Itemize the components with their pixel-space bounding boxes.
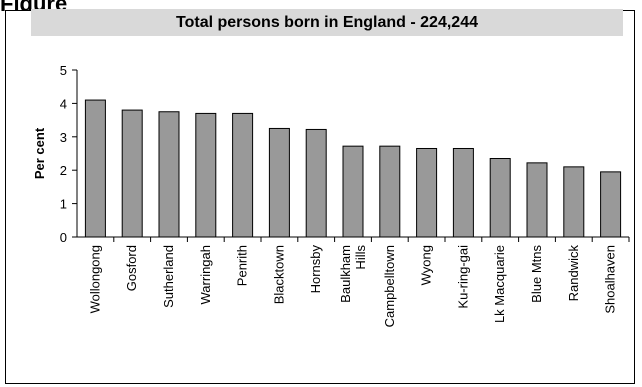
x-tick-label: Hornsby	[308, 245, 323, 294]
x-tick-label: Randwick	[566, 245, 581, 302]
x-tick-label: Wyong	[419, 245, 434, 285]
chart-title: Total persons born in England - 224,244	[31, 9, 623, 36]
bar	[379, 145, 401, 238]
bar	[158, 111, 180, 238]
bar	[342, 145, 364, 238]
y-axis-label: Per cent	[32, 127, 47, 179]
bar	[232, 112, 254, 238]
x-tick-label: Lk Macquarie	[492, 245, 507, 323]
bar	[452, 147, 474, 238]
bar	[121, 109, 143, 238]
x-tick-label: Sutherland	[161, 245, 176, 308]
bar	[563, 166, 585, 238]
x-tick-label: Blue Mtns	[529, 245, 544, 303]
x-tick-label: BaulkhamHills	[338, 245, 368, 303]
x-tick-label: Campbelltown	[382, 245, 397, 327]
x-tick-label: Warringah	[198, 245, 213, 304]
bar	[489, 158, 511, 238]
y-tick-label: 1	[60, 197, 67, 212]
x-tick-label: Wollongong	[87, 245, 102, 313]
x-tick-label: Blacktown	[271, 245, 286, 304]
x-tick-label: Ku-ring-gai	[455, 245, 470, 309]
y-tick-label: 2	[60, 163, 67, 178]
y-tick-label: 0	[60, 230, 67, 245]
y-tick-label: 5	[60, 63, 67, 78]
bar	[84, 99, 106, 238]
x-tick-label: Shoalhaven	[603, 245, 618, 314]
x-tick-label: Penrith	[235, 245, 250, 286]
bar	[268, 127, 290, 238]
bar	[416, 147, 438, 238]
bar	[195, 112, 217, 238]
bar	[600, 171, 622, 238]
y-tick-label: 4	[60, 96, 67, 111]
bar	[526, 162, 548, 238]
y-tick-label: 3	[60, 130, 67, 145]
bar	[305, 128, 327, 238]
x-tick-label: Gosford	[124, 245, 139, 291]
